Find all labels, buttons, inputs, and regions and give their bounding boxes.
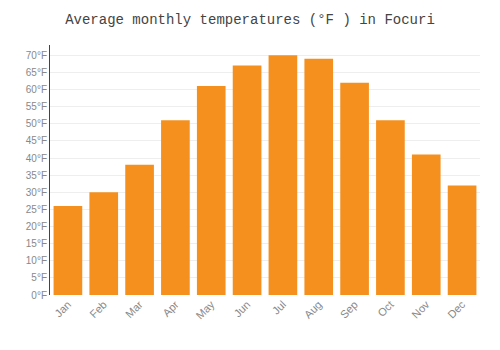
svg-text:30°F: 30°F <box>26 187 47 198</box>
svg-text:Jul: Jul <box>270 298 288 316</box>
svg-text:Average monthly temperatures (: Average monthly temperatures (°F ) in Fo… <box>65 12 435 28</box>
svg-text:0°F: 0°F <box>31 290 47 301</box>
svg-text:45°F: 45°F <box>26 135 47 146</box>
svg-text:40°F: 40°F <box>26 153 47 164</box>
svg-text:65°F: 65°F <box>26 67 47 78</box>
svg-text:Jun: Jun <box>231 298 252 319</box>
svg-text:Feb: Feb <box>87 298 109 320</box>
svg-text:May: May <box>193 298 217 322</box>
svg-text:20°F: 20°F <box>26 221 47 232</box>
svg-text:15°F: 15°F <box>26 238 47 249</box>
svg-text:Jan: Jan <box>52 298 73 319</box>
svg-text:10°F: 10°F <box>26 255 47 266</box>
svg-text:Nov: Nov <box>409 298 432 321</box>
svg-text:35°F: 35°F <box>26 170 47 181</box>
svg-text:70°F: 70°F <box>26 50 47 61</box>
svg-text:Oct: Oct <box>375 298 396 319</box>
svg-text:Aug: Aug <box>302 298 324 320</box>
svg-text:60°F: 60°F <box>26 84 47 95</box>
svg-text:5°F: 5°F <box>31 272 47 283</box>
svg-text:Dec: Dec <box>445 298 468 321</box>
svg-text:55°F: 55°F <box>26 101 47 112</box>
svg-text:Mar: Mar <box>123 298 145 320</box>
svg-text:50°F: 50°F <box>26 118 47 129</box>
svg-text:25°F: 25°F <box>26 204 47 215</box>
svg-text:Sep: Sep <box>338 298 360 320</box>
svg-text:Apr: Apr <box>160 298 181 319</box>
